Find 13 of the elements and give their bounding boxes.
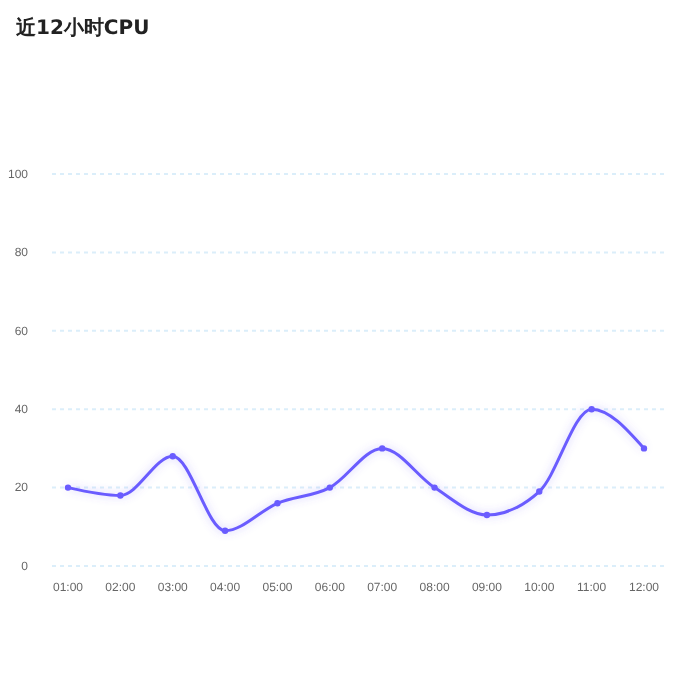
point [640, 445, 648, 452]
point [221, 527, 229, 534]
point [431, 484, 438, 491]
point [588, 406, 595, 413]
chart-title: 近12小时CPU [14, 16, 150, 40]
point [483, 511, 491, 519]
point [117, 492, 124, 499]
point [378, 445, 386, 452]
point [536, 488, 543, 495]
point [64, 484, 72, 491]
point [169, 453, 176, 460]
point [326, 484, 334, 491]
point [274, 500, 281, 507]
